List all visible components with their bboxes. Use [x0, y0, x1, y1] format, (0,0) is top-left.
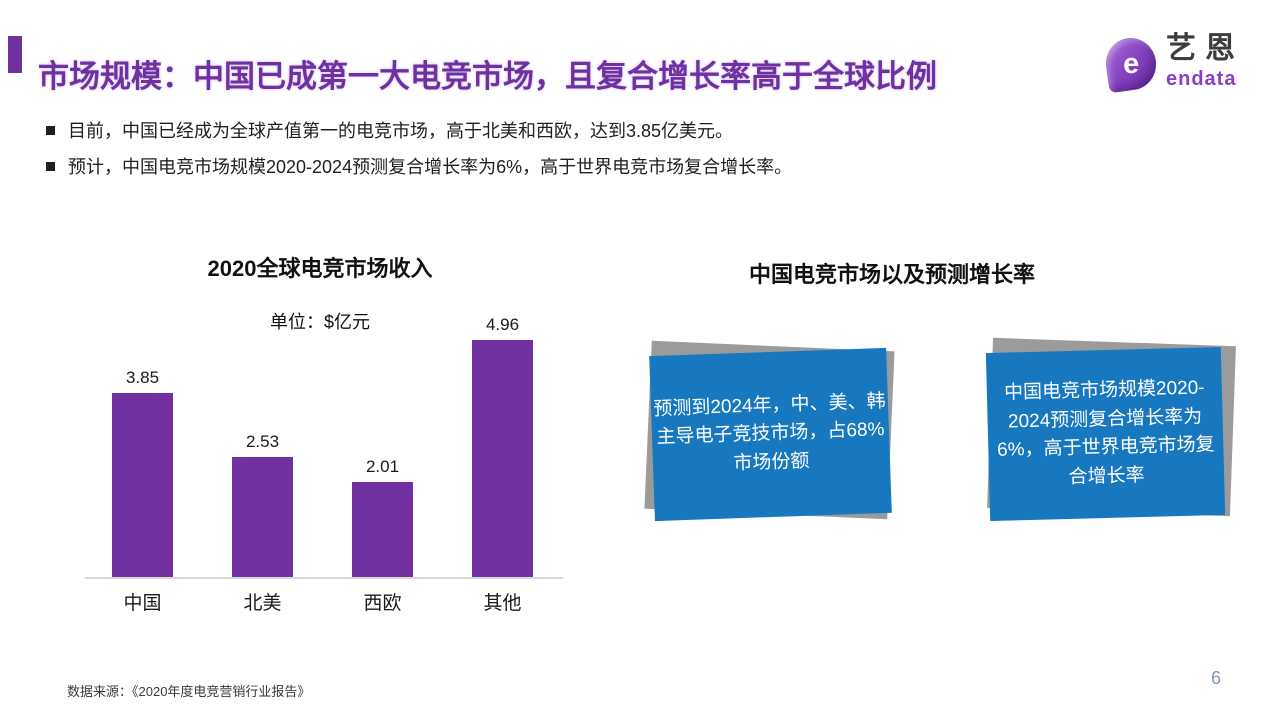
bar-value-label: 4.96: [485, 315, 520, 334]
x-axis-label: 西欧: [363, 593, 402, 614]
info-card: 中国电竞市场规模2020-2024预测复合增长率为6%，高于世界电竞市场复合增长…: [980, 336, 1238, 528]
bar-column-china: 3.85: [112, 310, 173, 578]
chart-title: 2020全球电竞市场收入: [207, 256, 433, 281]
brand-logo: e 艺恩 endata: [1102, 32, 1244, 94]
bar-value-label: 3.85: [125, 368, 160, 387]
bar-column-western-europe: 2.01: [352, 310, 413, 578]
bar-others: [472, 340, 533, 578]
info-card: 预测到2024年，中、美、韩主导电子竞技市场，占68%市场份额: [644, 340, 897, 530]
source-note: 数据来源：《2020年度电竞营销行业报告》: [67, 684, 311, 699]
bar-china: [112, 393, 173, 578]
bar-column-others: 4.96: [472, 310, 533, 578]
chart-unit-label: 单位：$亿元: [269, 312, 370, 332]
bullet-text: 目前，中国已经成为全球产值第一的电竞市场，高于北美和西欧，达到3.85亿美元。: [68, 121, 734, 141]
bar-western-europe: [352, 482, 413, 578]
logo-text: 艺恩 endata: [1166, 32, 1244, 90]
card-face: 预测到2024年，中、美、韩主导电子竞技市场，占68%市场份额: [649, 347, 892, 522]
bullet-item: 目前，中国已经成为全球产值第一的电竞市场，高于北美和西欧，达到3.85亿美元。: [46, 121, 906, 143]
bar-north-america: [232, 457, 293, 578]
bullet-item: 预计，中国电竞市场规模2020-2024预测复合增长率为6%，高于世界电竞市场复…: [46, 157, 906, 179]
endata-e-icon: e: [1102, 34, 1160, 94]
card-text: 预测到2024年，中、美、韩主导电子竞技市场，占68%市场份额: [653, 390, 886, 475]
logo-letter: e: [1122, 47, 1140, 80]
card-text: 中国电竞市场规模2020-2024预测复合增长率为6%，高于世界电竞市场复合增长…: [996, 377, 1215, 488]
bullet-text: 预计，中国电竞市场规模2020-2024预测复合增长率为6%，高于世界电竞市场复…: [68, 157, 793, 177]
bullet-square-icon: [46, 126, 55, 135]
bar-value-label: 2.53: [245, 432, 280, 451]
logo-name-en: endata: [1166, 68, 1237, 90]
bar-column-north-america: 2.53: [232, 310, 293, 578]
bullet-square-icon: [46, 162, 55, 171]
page-title: 市场规模：中国已成第一大电竞市场，且复合增长率高于全球比例: [38, 58, 937, 94]
page-number: 6: [1211, 668, 1222, 688]
logo-name-cn: 艺恩: [1166, 32, 1244, 65]
x-axis-label: 北美: [243, 593, 282, 614]
card-face: 中国电竞市场规模2020-2024预测复合增长率为6%，高于世界电竞市场复合增长…: [985, 346, 1226, 522]
title-accent-bar: [8, 36, 22, 73]
x-axis-label: 其他: [483, 593, 522, 614]
x-axis-line: [85, 577, 563, 579]
x-axis-label: 中国: [123, 593, 162, 614]
bar-value-label: 2.01: [365, 457, 400, 476]
right-panel-title: 中国电竞市场以及预测增长率: [748, 262, 1035, 287]
